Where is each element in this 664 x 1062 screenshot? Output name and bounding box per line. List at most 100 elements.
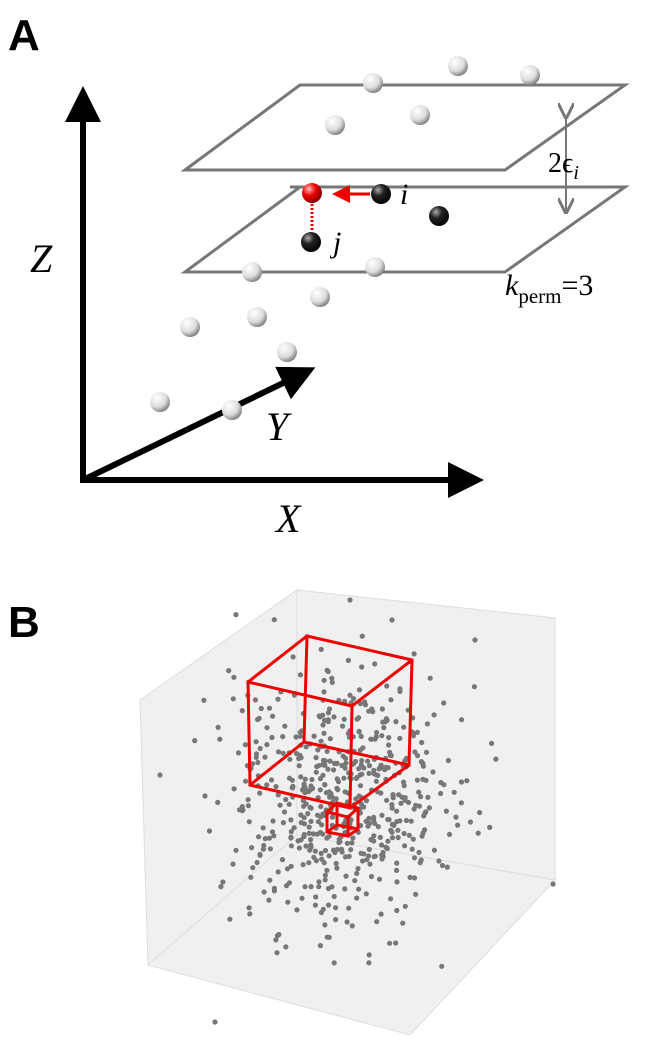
point (327, 736, 333, 742)
point (239, 708, 245, 714)
point (327, 758, 333, 764)
point (288, 843, 294, 849)
point (271, 885, 277, 891)
point (329, 679, 335, 686)
point (313, 894, 319, 900)
point (384, 797, 390, 803)
point (366, 763, 373, 769)
point (464, 778, 470, 784)
point (308, 805, 314, 811)
point (280, 820, 286, 826)
point (339, 849, 345, 855)
point (369, 706, 375, 712)
sphere (371, 184, 391, 204)
point (336, 836, 342, 843)
point (326, 853, 332, 859)
point (331, 893, 337, 900)
point (411, 875, 418, 881)
point (379, 733, 385, 739)
point (331, 767, 337, 773)
point (319, 822, 325, 828)
point (394, 808, 400, 814)
point (363, 891, 369, 897)
point (262, 836, 268, 842)
point (386, 742, 392, 748)
point (366, 770, 372, 777)
point (321, 730, 327, 736)
point (343, 873, 349, 879)
point (339, 762, 345, 769)
point (419, 739, 425, 746)
point (410, 733, 417, 739)
point (349, 923, 355, 929)
point (341, 775, 347, 781)
point (388, 896, 394, 902)
point (283, 944, 289, 950)
point (343, 760, 349, 766)
point (389, 821, 395, 828)
point (453, 814, 459, 820)
point (257, 790, 263, 796)
point (394, 860, 400, 866)
point (318, 814, 324, 820)
point (290, 654, 296, 660)
point (333, 905, 339, 911)
point (320, 831, 326, 837)
point (411, 651, 417, 657)
axis-label: Y (266, 404, 292, 449)
point (366, 952, 372, 958)
point (445, 757, 451, 764)
point (230, 696, 236, 702)
point (344, 840, 350, 846)
point (475, 830, 481, 836)
point (431, 712, 437, 718)
point (235, 750, 242, 756)
point (359, 758, 365, 764)
point (291, 825, 297, 831)
point (280, 734, 286, 740)
point (372, 820, 378, 827)
point (372, 853, 378, 859)
point (322, 782, 328, 788)
point (366, 815, 372, 821)
point (389, 617, 395, 623)
point (322, 758, 328, 764)
point (390, 792, 396, 798)
point (487, 824, 493, 831)
point (215, 799, 221, 806)
point (266, 897, 272, 903)
point (273, 937, 279, 943)
point (300, 862, 306, 868)
point (293, 734, 299, 740)
point (371, 771, 377, 777)
point (375, 772, 381, 779)
point (326, 706, 333, 712)
point (350, 696, 357, 702)
sphere (410, 105, 430, 125)
point (322, 872, 328, 878)
point (451, 789, 457, 795)
point (301, 803, 307, 809)
point (344, 919, 350, 925)
sphere (365, 257, 385, 277)
sphere (310, 287, 330, 307)
point (418, 857, 424, 863)
point (314, 763, 320, 770)
point (266, 705, 273, 711)
point (317, 776, 324, 782)
scatter-points (157, 597, 556, 1025)
point (387, 940, 393, 946)
point (395, 834, 401, 841)
point (409, 846, 415, 852)
planes (180, 83, 630, 274)
point (269, 734, 275, 741)
point (458, 779, 465, 785)
point (257, 852, 263, 858)
point (264, 725, 270, 731)
point (289, 784, 295, 791)
point (215, 724, 221, 731)
point (394, 867, 400, 874)
point (443, 808, 449, 814)
point (322, 762, 328, 768)
point (398, 800, 404, 806)
